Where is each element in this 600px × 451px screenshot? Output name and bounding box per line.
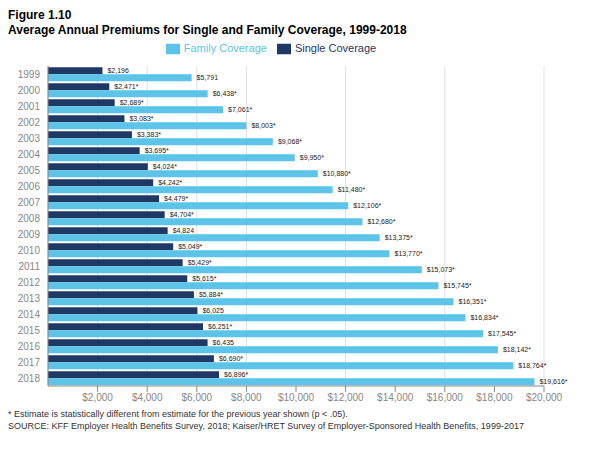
html-text:Single Coverage: Single Coverage xyxy=(294,42,377,54)
svg-text:$20,000: $20,000 xyxy=(526,392,563,403)
svg-text:$14,000: $14,000 xyxy=(377,392,414,403)
svg-text:2011: 2011 xyxy=(18,261,40,272)
svg-text:2008: 2008 xyxy=(18,213,41,224)
svg-text:$6,438*: $6,438* xyxy=(213,90,237,97)
svg-text:2004: 2004 xyxy=(18,149,41,160)
svg-text:2016: 2016 xyxy=(18,341,41,352)
svg-text:$7,061*: $7,061* xyxy=(228,106,252,113)
svg-text:2012: 2012 xyxy=(18,277,41,288)
svg-text:$6,435: $6,435 xyxy=(213,339,235,346)
svg-text:$5,049*: $5,049* xyxy=(178,243,202,250)
svg-text:$18,142*: $18,142* xyxy=(503,346,531,353)
svg-text:$15,073*: $15,073* xyxy=(427,266,455,273)
svg-text:$6,000: $6,000 xyxy=(182,392,213,403)
svg-text:$3,695*: $3,695* xyxy=(145,147,169,154)
svg-text:2005: 2005 xyxy=(18,165,41,176)
svg-text:$8,003*: $8,003* xyxy=(251,122,275,129)
svg-text:$18,000: $18,000 xyxy=(476,392,513,403)
svg-text:$2,196: $2,196 xyxy=(107,67,129,74)
svg-text:2001: 2001 xyxy=(18,101,41,112)
svg-text:2014: 2014 xyxy=(18,309,41,320)
svg-text:$5,429*: $5,429* xyxy=(188,259,212,266)
svg-text:$12,106*: $12,106* xyxy=(353,202,381,209)
svg-text:$6,690*: $6,690* xyxy=(219,355,243,362)
svg-text:$16,000: $16,000 xyxy=(427,392,464,403)
html-text:SOURCE: KFF Employer Health Be: SOURCE: KFF Employer Health Benefits Sur… xyxy=(8,421,524,431)
svg-text:$5,884*: $5,884* xyxy=(199,291,223,298)
svg-text:$4,824: $4,824 xyxy=(173,227,195,234)
svg-text:$18,764*: $18,764* xyxy=(518,362,546,369)
svg-text:2007: 2007 xyxy=(18,197,41,208)
svg-text:2009: 2009 xyxy=(18,229,41,240)
svg-text:$10,880*: $10,880* xyxy=(323,170,351,177)
svg-text:$3,083*: $3,083* xyxy=(129,115,153,122)
svg-text:$13,375*: $13,375* xyxy=(385,234,413,241)
svg-text:$19,616*: $19,616* xyxy=(539,378,567,385)
svg-text:$4,479*: $4,479* xyxy=(164,195,188,202)
svg-text:2018: 2018 xyxy=(18,373,41,384)
svg-text:$4,024*: $4,024* xyxy=(153,163,177,170)
svg-text:$12,680*: $12,680* xyxy=(367,218,395,225)
svg-text:1999: 1999 xyxy=(18,69,41,80)
html-text:Figure 1.10: Figure 1.10 xyxy=(8,8,72,22)
svg-text:$16,834*: $16,834* xyxy=(470,314,498,321)
svg-text:$9,068*: $9,068* xyxy=(278,138,302,145)
html-text:Average Annual Premiums for Si: Average Annual Premiums for Single and F… xyxy=(8,23,407,37)
svg-text:$6,251*: $6,251* xyxy=(208,323,232,330)
svg-text:$5,615*: $5,615* xyxy=(192,275,216,282)
svg-text:$2,689*: $2,689* xyxy=(120,99,144,106)
svg-text:$6,025: $6,025 xyxy=(202,307,224,314)
svg-text:$15,745*: $15,745* xyxy=(443,282,471,289)
svg-text:$6,896*: $6,896* xyxy=(224,371,248,378)
svg-text:$2,471*: $2,471* xyxy=(114,83,138,90)
svg-text:2006: 2006 xyxy=(18,181,41,192)
svg-text:2017: 2017 xyxy=(18,357,41,368)
svg-text:2000: 2000 xyxy=(18,85,41,96)
svg-text:2003: 2003 xyxy=(18,133,41,144)
svg-text:$13,770*: $13,770* xyxy=(394,250,422,257)
svg-text:$3,383*: $3,383* xyxy=(137,131,161,138)
svg-text:$4,704*: $4,704* xyxy=(170,211,194,218)
svg-text:$9,950*: $9,950* xyxy=(300,154,324,161)
svg-text:2010: 2010 xyxy=(18,245,41,256)
svg-text:2013: 2013 xyxy=(18,293,41,304)
html-text:* Estimate is statistically di: * Estimate is statistically different fr… xyxy=(8,409,348,419)
svg-text:2002: 2002 xyxy=(18,117,41,128)
svg-text:$5,791: $5,791 xyxy=(197,74,219,81)
svg-text:$17,545*: $17,545* xyxy=(488,330,516,337)
svg-text:$12,000: $12,000 xyxy=(328,392,365,403)
svg-text:$11,480*: $11,480* xyxy=(338,186,366,193)
svg-text:$8,000: $8,000 xyxy=(231,392,262,403)
svg-text:$16,351*: $16,351* xyxy=(459,298,487,305)
svg-text:$2,000: $2,000 xyxy=(82,392,113,403)
svg-text:$4,000: $4,000 xyxy=(132,392,163,403)
svg-text:$10,000: $10,000 xyxy=(278,392,315,403)
html-text:Family Coverage: Family Coverage xyxy=(183,42,267,54)
svg-text:$4,242*: $4,242* xyxy=(158,179,182,186)
svg-text:2015: 2015 xyxy=(18,325,41,336)
